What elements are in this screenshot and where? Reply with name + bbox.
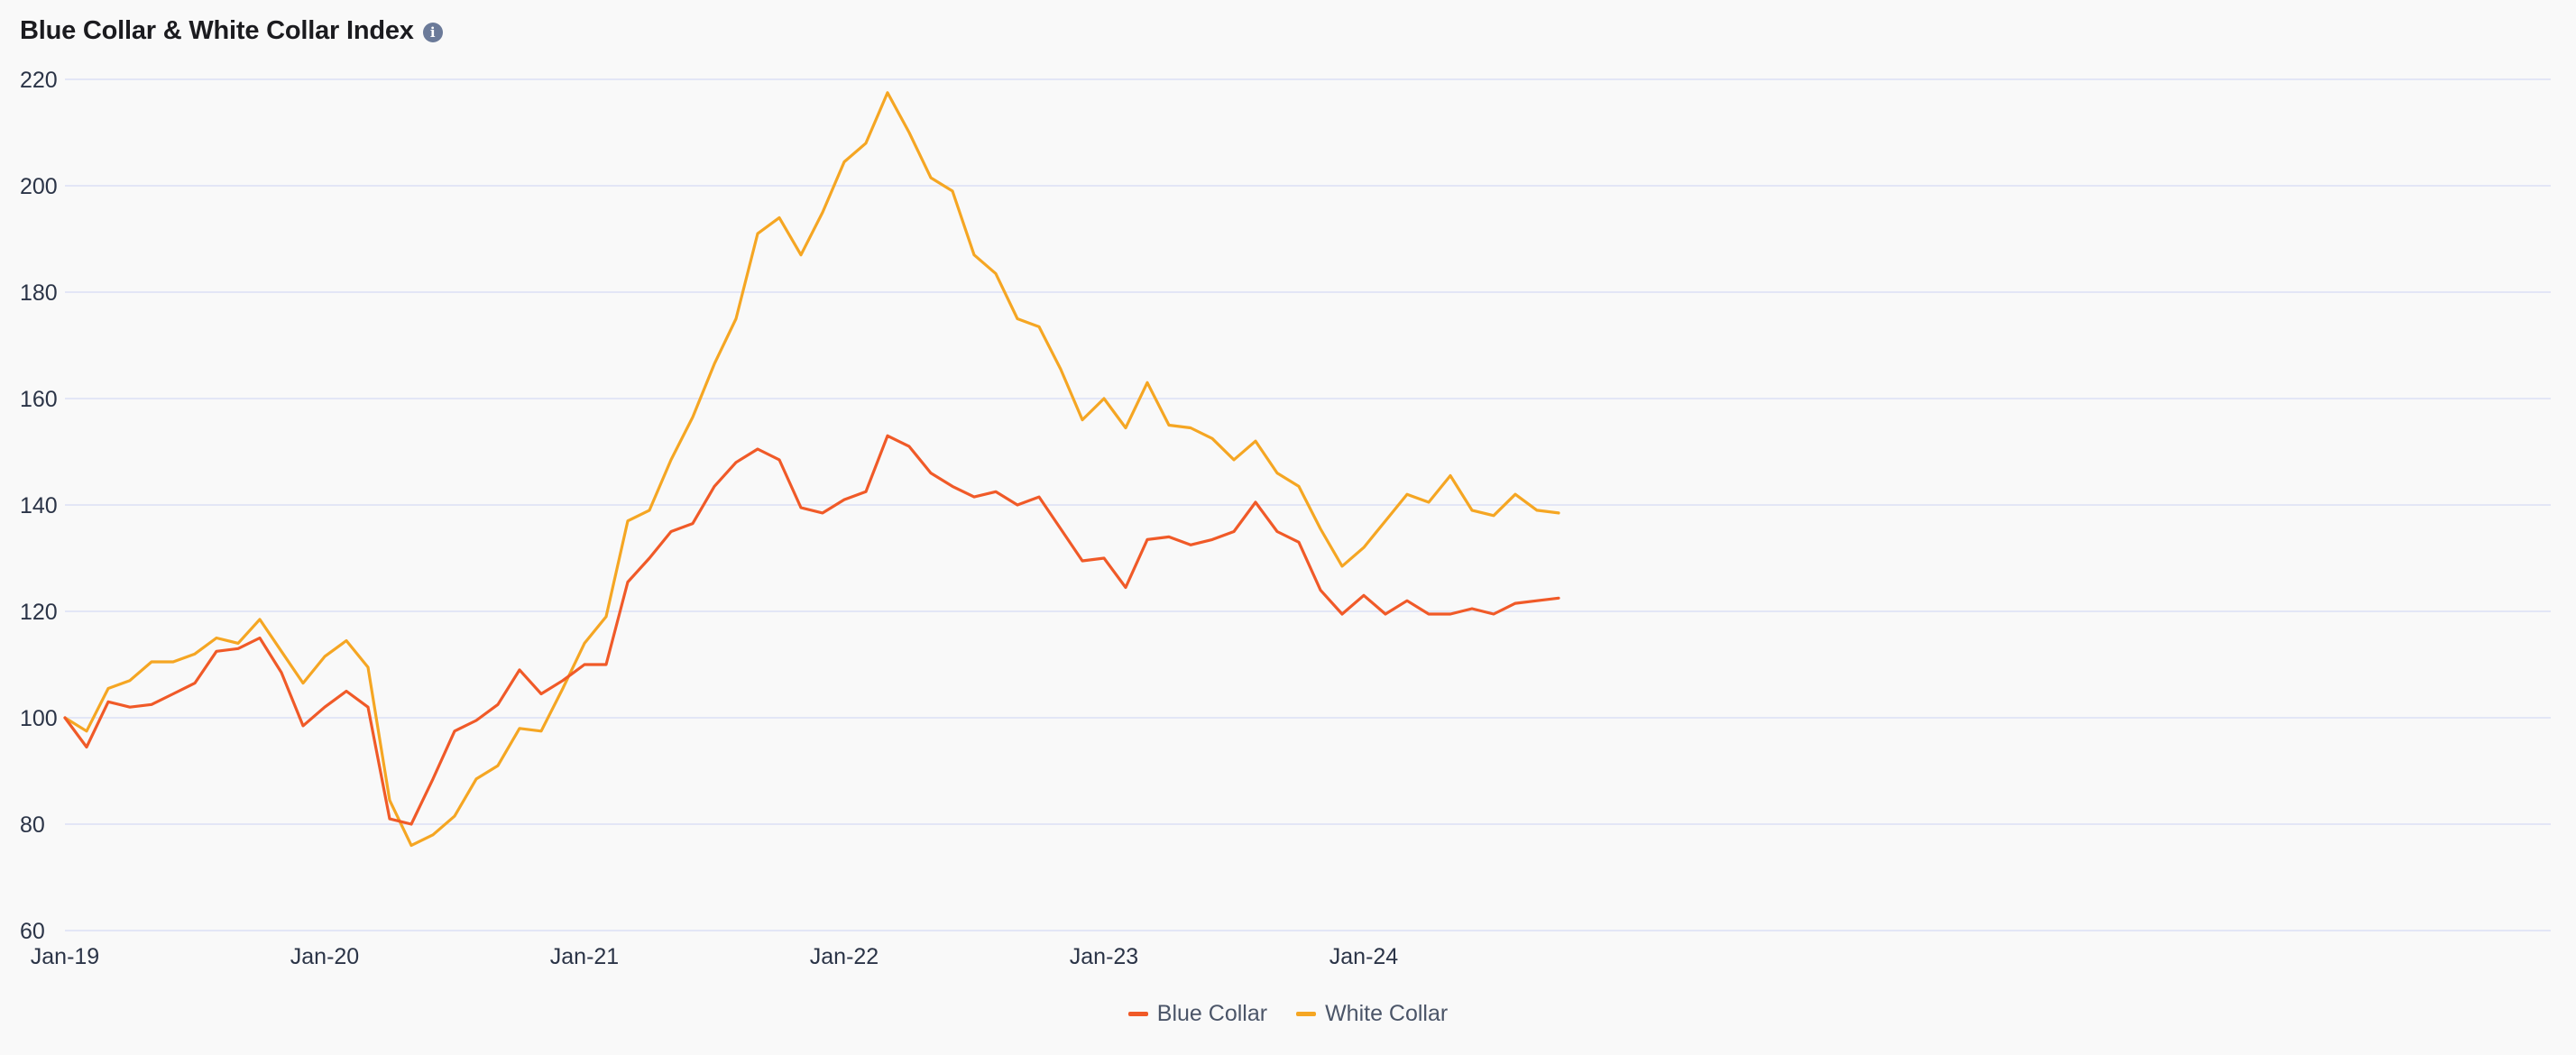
legend-label: Blue Collar [1156, 1001, 1268, 1026]
x-tick-label: Jan-24 [1329, 944, 1399, 969]
y-tick-label: 160 [20, 387, 58, 412]
y-tick-label: 140 [20, 493, 58, 518]
y-axis-ticks: 60 80 100 120 140 160 180 200 220 [20, 68, 58, 944]
x-axis-ticks: Jan-19 Jan-20 Jan-21 Jan-22 Jan-23 Jan-24 [31, 944, 1399, 969]
x-tick-label: Jan-22 [810, 944, 879, 969]
series-lines [63, 91, 1560, 848]
x-tick-label: Jan-23 [1070, 944, 1138, 969]
info-icon[interactable]: i [422, 22, 443, 42]
legend-item-blue-collar[interactable]: Blue Collar [1127, 1001, 1268, 1027]
x-tick-label: Jan-21 [550, 944, 619, 969]
y-tick-label: 80 [20, 812, 45, 838]
x-tick-label: Jan-20 [290, 944, 359, 969]
y-tick-label: 180 [20, 280, 58, 306]
y-tick-label: 120 [20, 600, 58, 625]
x-tick-label: Jan-19 [31, 944, 99, 969]
legend-swatch [1296, 1012, 1317, 1016]
chart-header: Blue Collar & White Collar Index i [20, 16, 443, 46]
series-line-white-collar[interactable] [63, 91, 1560, 848]
legend-label: White Collar [1325, 1001, 1449, 1026]
chart-legend: Blue Collar White Collar [0, 1001, 2576, 1027]
chart-title: Blue Collar & White Collar Index [20, 16, 414, 45]
y-tick-label: 60 [20, 919, 45, 944]
grid-lines [65, 78, 2551, 931]
series-line-blue-collar[interactable] [63, 434, 1560, 826]
legend-item-white-collar[interactable]: White Collar [1296, 1001, 1448, 1027]
y-tick-label: 220 [20, 68, 58, 93]
y-tick-label: 100 [20, 706, 58, 731]
legend-swatch [1127, 1012, 1148, 1016]
y-tick-label: 200 [20, 174, 58, 199]
